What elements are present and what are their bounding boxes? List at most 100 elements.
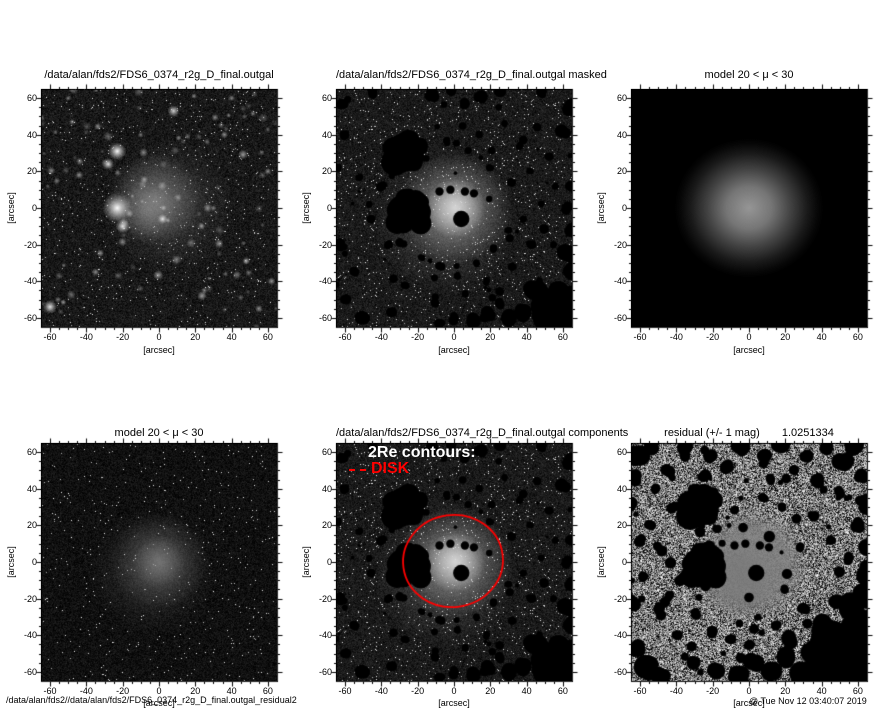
y-tick-label: -60 xyxy=(23,666,37,677)
y-tick-label: 60 xyxy=(616,93,627,104)
y-tick-label: -60 xyxy=(318,312,332,323)
y-tick-label: 60 xyxy=(321,93,332,104)
x-tick-label: 0 xyxy=(451,686,457,696)
panel-title: /data/alan/fds2/FDS6_0374_r2g_D_final.ou… xyxy=(336,69,607,81)
y-tick-label: 60 xyxy=(321,447,332,458)
x-tick-label: -40 xyxy=(79,332,93,342)
x-tick-label: 40 xyxy=(816,686,827,696)
panel-title: /data/alan/fds2/FDS6_0374_r2g_D_final.ou… xyxy=(44,69,274,81)
y-tick-label: -20 xyxy=(318,239,332,250)
x-axis-label: [arcsec] xyxy=(438,345,470,355)
x-axis-label: [arcsec] xyxy=(733,698,765,708)
x-tick-label: -60 xyxy=(633,686,647,696)
x-tick-label: 40 xyxy=(521,686,532,696)
x-tick-label: 0 xyxy=(746,332,752,342)
model-noisy-canvas xyxy=(41,443,277,681)
x-tick-label: -60 xyxy=(338,332,352,342)
panel-model-noisy: model 20 < μ < 30 [arcsec] -60 -40 -20 0 20 4… xyxy=(0,414,295,708)
panel-residual: residual (+/- 1 mag) 1.0251334 [arcsec] … xyxy=(590,414,885,708)
footer-output-path: /data/alan/fds2//data/alan/fds2/FDS6_037… xyxy=(6,695,297,705)
x-tick-label: -20 xyxy=(706,686,720,696)
y-tick-label: 0 xyxy=(621,557,627,567)
y-tick-label: -20 xyxy=(613,239,627,250)
x-axis-label: [arcsec] xyxy=(143,345,175,355)
disk-component-label: DISK xyxy=(371,460,410,477)
x-axis-label: [arcsec] xyxy=(733,345,765,355)
x-tick-label: 20 xyxy=(780,332,791,342)
panel-model-smooth: model 20 < μ < 30 [arcsec] -60 -40 -20 0 20 4… xyxy=(590,60,885,360)
masked-image-canvas xyxy=(336,89,572,327)
x-tick-label: 40 xyxy=(226,686,237,696)
x-tick-label: 60 xyxy=(557,686,568,696)
residual-canvas xyxy=(631,443,867,681)
y-tick-label: -60 xyxy=(613,312,627,323)
y-tick-label: -60 xyxy=(318,666,332,677)
x-tick-label: 20 xyxy=(485,686,496,696)
x-axis-label: [arcsec] xyxy=(438,698,470,708)
y-tick-label: 60 xyxy=(26,93,37,104)
panel-title: model 20 < μ < 30 xyxy=(114,427,204,439)
x-tick-label: -40 xyxy=(669,686,683,696)
y-tick-label: 20 xyxy=(616,166,627,177)
y-tick-label: -20 xyxy=(318,593,332,604)
residual-title: residual (+/- 1 mag) xyxy=(664,427,760,439)
y-tick-label: 40 xyxy=(616,129,627,140)
panel-title: /data/alan/fds2/FDS6_0374_r2g_D_final.ou… xyxy=(336,427,629,439)
x-axis-label: [arcsec] xyxy=(143,698,175,708)
x-tick-label: -60 xyxy=(338,686,352,696)
y-tick-label: 0 xyxy=(31,203,37,213)
x-tick-label: -20 xyxy=(411,332,425,342)
x-tick-label: -60 xyxy=(43,686,57,696)
y-tick-label: -40 xyxy=(613,276,627,287)
y-tick-label: 20 xyxy=(616,520,627,531)
panel-observed: /data/alan/fds2/FDS6_0374_r2g_D_final.ou… xyxy=(0,60,295,360)
y-tick-label: -40 xyxy=(318,276,332,287)
y-tick-label: -40 xyxy=(23,630,37,641)
y-tick-label: 20 xyxy=(321,520,332,531)
x-tick-label: 20 xyxy=(780,686,791,696)
x-tick-label: -40 xyxy=(374,332,388,342)
model-smooth-canvas xyxy=(631,89,867,327)
x-tick-label: 0 xyxy=(156,332,162,342)
panel-components: /data/alan/fds2/FDS6_0374_r2g_D_final.ou… xyxy=(295,414,629,708)
disk-contour-dash-icon xyxy=(349,469,366,471)
observed-image xyxy=(33,81,285,335)
y-tick-label: -40 xyxy=(318,630,332,641)
y-tick-label: 40 xyxy=(26,129,37,140)
x-tick-label: -40 xyxy=(374,686,388,696)
y-tick-label: -20 xyxy=(23,593,37,604)
y-tick-label: 20 xyxy=(26,520,37,531)
contours-annotation: 2Re contours: xyxy=(368,444,476,461)
x-tick-label: 0 xyxy=(451,332,457,342)
x-tick-label: 60 xyxy=(557,332,568,342)
residual-value: 1.0251334 xyxy=(781,427,834,439)
residual-image xyxy=(623,435,875,689)
y-tick-label: 0 xyxy=(326,557,332,567)
x-tick-label: -60 xyxy=(43,332,57,342)
x-tick-label: -20 xyxy=(116,332,130,342)
y-tick-label: 0 xyxy=(621,203,627,213)
x-tick-label: 60 xyxy=(852,686,863,696)
x-tick-label: 40 xyxy=(816,332,827,342)
y-tick-label: 40 xyxy=(321,129,332,140)
x-tick-label: 60 xyxy=(852,332,863,342)
x-tick-label: -20 xyxy=(411,686,425,696)
y-tick-label: 20 xyxy=(26,166,37,177)
x-tick-label: 40 xyxy=(521,332,532,342)
x-tick-label: -40 xyxy=(79,686,93,696)
observed-image-canvas xyxy=(41,89,277,327)
x-tick-label: 0 xyxy=(746,686,752,696)
y-tick-label: 60 xyxy=(26,447,37,458)
y-tick-label: 20 xyxy=(321,166,332,177)
y-tick-label: 60 xyxy=(616,447,627,458)
y-tick-label: 0 xyxy=(326,203,332,213)
model-noisy-image xyxy=(33,435,285,689)
model-smooth-image xyxy=(623,81,875,335)
x-tick-label: -60 xyxy=(633,332,647,342)
x-tick-label: 0 xyxy=(156,686,162,696)
panel-masked: /data/alan/fds2/FDS6_0374_r2g_D_final.ou… xyxy=(295,60,607,360)
y-tick-label: 0 xyxy=(31,557,37,567)
y-tick-label: -20 xyxy=(613,593,627,604)
masked-image xyxy=(328,81,580,335)
